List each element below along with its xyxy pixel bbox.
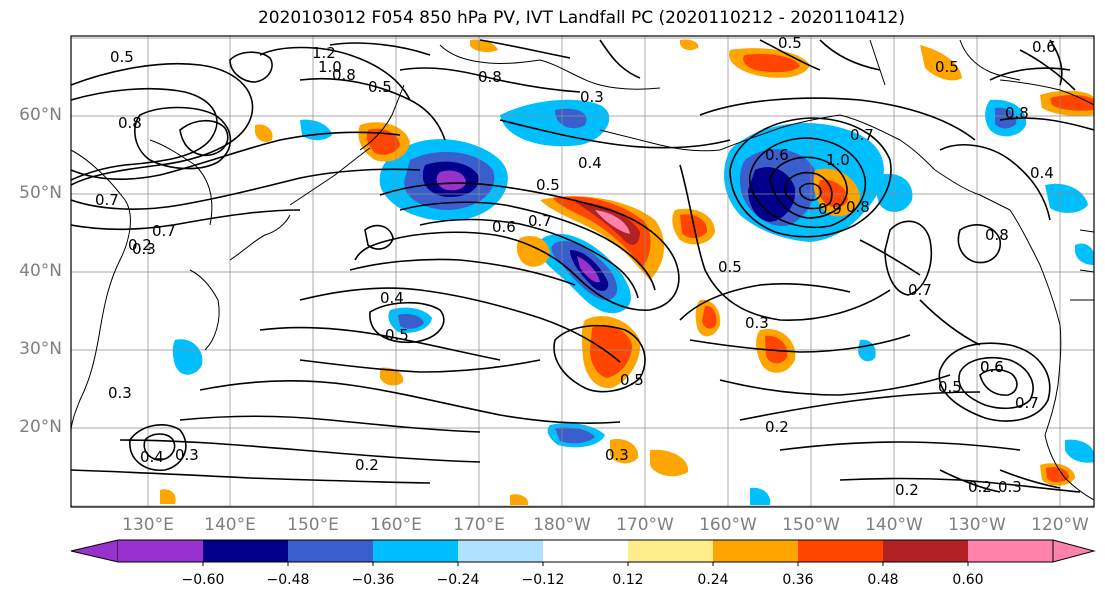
lon-label: 150°W (782, 515, 840, 535)
contour-label: 0.6 (765, 146, 789, 164)
map-frame (70, 35, 1095, 508)
contour-label: 1.2 (312, 44, 336, 62)
contour-label: 0.8 (118, 114, 142, 132)
contour-label-layer: 0.5 1.2 1.0 0.8 0.5 0.8 0.3 0.5 0.6 0.7 … (95, 34, 1056, 499)
colorbar-segment (373, 540, 458, 562)
colorbar-segment (118, 540, 203, 562)
colorbar-segment (203, 540, 288, 562)
pv-contours (71, 39, 1094, 493)
colorbar-tick-label: −0.60 (181, 572, 225, 588)
colorbar-tick-label: 0.12 (612, 572, 644, 588)
lon-label: 140°E (204, 515, 256, 535)
lon-label: 130°E (122, 515, 174, 535)
colorbar-tick-label: −0.24 (436, 572, 480, 588)
colorbar-segment (713, 540, 798, 562)
coastlines (71, 39, 1094, 501)
colorbar-segment (543, 540, 628, 562)
contour-label: 0.6 (980, 358, 1004, 376)
contour-label: 0.2 (128, 236, 152, 254)
contour-label: 0.7 (850, 126, 874, 144)
contour-label: 0.5 (718, 258, 742, 276)
contour-label: 0.5 (938, 378, 962, 396)
contour-label: 0.9 (818, 200, 842, 218)
colorbar-tick-label: 0.36 (782, 572, 814, 588)
contour-label: 0.2 (765, 418, 789, 436)
contour-label: 0.4 (380, 289, 404, 307)
contour-label: 0.3 (175, 446, 199, 464)
contour-label: 0.7 (95, 191, 119, 209)
lat-label-40n: 40°N (19, 261, 62, 281)
colorbar-tick-label: 0.48 (867, 572, 899, 588)
contour-label: 0.8 (332, 66, 356, 84)
lon-label: 160°E (370, 515, 422, 535)
contour-label: 0.7 (908, 281, 932, 299)
lon-label: 170°E (453, 515, 505, 535)
lon-label: 150°E (287, 515, 339, 535)
colorbar-tick-label: 0.60 (952, 572, 984, 588)
contour-label: 0.5 (110, 48, 134, 66)
contour-label: 0.5 (536, 176, 560, 194)
contour-label: 0.5 (620, 371, 644, 389)
colorbar-segment (883, 540, 968, 562)
graticule (71, 36, 1094, 507)
lon-label: 160°W (699, 515, 757, 535)
contour-label: 0.2 (895, 481, 919, 499)
colorbar-segment (968, 540, 1053, 562)
lon-label: 140°W (865, 515, 923, 535)
contour-label: 1.0 (826, 151, 850, 169)
colorbar-tick-label: −0.12 (521, 572, 565, 588)
contour-label: 0.3 (132, 240, 156, 258)
lat-label-30n: 30°N (19, 339, 62, 359)
contour-label: 0.8 (1005, 104, 1029, 122)
colorbar-extend-low (70, 539, 119, 563)
colorbar-extend-high (1052, 539, 1096, 563)
contour-label: 0.7 (152, 222, 176, 240)
contour-label: 0.6 (980, 358, 1004, 376)
contour-label: 0.3 (580, 88, 604, 106)
contour-label: 0.3 (605, 446, 629, 464)
lon-label: 180°W (533, 515, 591, 535)
contour-label: 0.5 (368, 78, 392, 96)
lon-label: 130°W (948, 515, 1006, 535)
map-panel: 0.5 1.2 1.0 0.8 0.5 0.8 0.3 0.5 0.6 0.7 … (71, 34, 1094, 507)
colorbar-tick-label: −0.48 (266, 572, 310, 588)
map-title: 2020103012 F054 850 hPa PV, IVT Landfall… (257, 8, 905, 28)
contour-label: 0.3 (745, 314, 769, 332)
colorbar-segment (628, 540, 713, 562)
lon-label: 120°W (1031, 515, 1089, 535)
contour-label: 0.6 (1032, 38, 1056, 56)
contour-label: 0.5 (935, 58, 959, 76)
lat-label-20n: 20°N (19, 417, 62, 437)
colorbar (70, 539, 1096, 566)
lat-label-50n: 50°N (19, 183, 62, 203)
contour-label: 0.2 (355, 456, 379, 474)
lat-label-60n: 60°N (19, 105, 62, 125)
contour-label: 0.5 (778, 34, 802, 52)
contour-label: 0.5 (385, 326, 409, 344)
contour-label: 0.7 (528, 212, 552, 230)
contour-label: 0.3 (998, 478, 1022, 496)
contour-label: 0.4 (140, 448, 164, 466)
contour-label: 0.4 (578, 154, 602, 172)
contour-label: 0.8 (846, 198, 870, 216)
colorbar-tick-label: 0.24 (697, 572, 729, 588)
contour-label: 0.7 (1015, 394, 1039, 412)
colorbar-segment (458, 540, 543, 562)
colorbar-segment (288, 540, 373, 562)
contour-label: 0.3 (108, 384, 132, 402)
lon-label: 170°W (616, 515, 674, 535)
contour-label: 0.6 (492, 218, 516, 236)
contour-label: 0.8 (478, 68, 502, 86)
colorbar-tick-label: −0.36 (351, 572, 395, 588)
contour-label: 0.8 (985, 226, 1009, 244)
colorbar-segment (798, 540, 883, 562)
contour-label: 0.2 (968, 478, 992, 496)
contour-label: 1.0 (318, 58, 342, 76)
contour-label: 0.4 (1030, 164, 1054, 182)
